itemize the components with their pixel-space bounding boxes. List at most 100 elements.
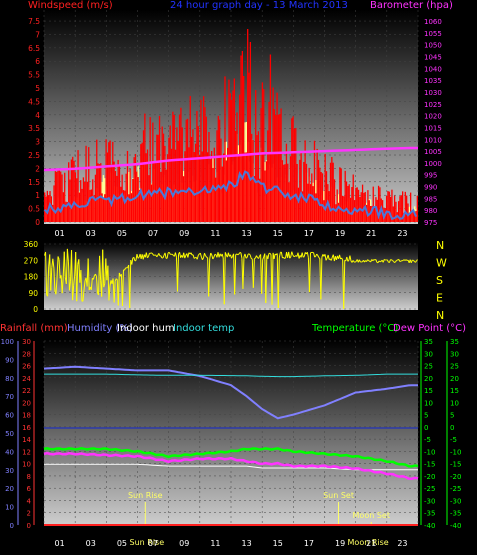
barometer-tick-label: 980 <box>424 207 437 215</box>
windspeed-tick-label: 5.5 <box>28 71 40 80</box>
direction-segment <box>368 260 370 262</box>
direction-segment <box>416 259 418 262</box>
direction-segment <box>330 257 333 261</box>
direction-segment <box>349 255 352 262</box>
windspeed-tick-label: 7.5 <box>28 17 40 26</box>
hour-label: 03 <box>86 229 96 238</box>
direction-segment <box>396 259 398 261</box>
barometer-axis-ticks: 975 980 985 990 995 1000 1005 1010 1015 1020 1025 1… <box>424 18 442 227</box>
temperature-tick-label: -20 <box>424 473 435 481</box>
hour-label: 11 <box>210 229 220 238</box>
hour-label: 23 <box>397 229 407 238</box>
direction-segment <box>92 275 95 280</box>
direction-segment <box>383 259 386 261</box>
direction-segment <box>67 261 70 291</box>
humidity-tick-label: 10 <box>5 504 14 512</box>
direction-segment <box>190 252 193 256</box>
barometer-tick-label: 1030 <box>424 89 442 97</box>
direction-segment <box>102 249 105 288</box>
direction-segment <box>223 252 226 305</box>
direction-segment <box>52 258 55 269</box>
direction-segment <box>288 251 291 259</box>
direction-segment <box>124 267 127 271</box>
humidity-tick-label: 80 <box>5 375 14 383</box>
dewpoint-tick-label: -5 <box>450 436 457 444</box>
direction-segment <box>47 266 50 297</box>
legend-dewpoint: Dew Point (°C) <box>393 323 466 334</box>
direction-segment <box>318 257 321 259</box>
direction-tick-label: 270 <box>24 256 39 265</box>
hour-label: 15 <box>273 229 283 238</box>
event-label: Sun Set <box>323 491 354 500</box>
direction-segment <box>57 256 60 260</box>
direction-segment <box>391 259 393 261</box>
dewpoint-tick-label: 25 <box>450 363 459 371</box>
hour-label: 01 <box>54 229 64 238</box>
temperature-tick-label: 15 <box>424 387 433 395</box>
direction-segment <box>240 252 243 259</box>
direction-segment <box>121 269 124 307</box>
direction-segment <box>395 260 398 262</box>
direction-segment <box>65 248 68 284</box>
direction-segment <box>306 252 309 258</box>
hour-label: 19 <box>335 539 345 548</box>
temperature-tick-label: 20 <box>424 375 433 383</box>
barometer-tick-label: 1020 <box>424 113 442 121</box>
direction-segment <box>258 255 261 259</box>
direction-segment <box>291 251 294 256</box>
direction-segment <box>73 276 76 286</box>
direction-segment <box>316 253 319 256</box>
humidity-tick-label: 70 <box>5 393 14 401</box>
direction-segment <box>314 255 316 258</box>
direction-segment <box>294 255 297 257</box>
direction-segment <box>400 260 403 262</box>
direction-segment <box>164 252 167 259</box>
direction-segment <box>412 260 415 262</box>
moonrise-bottom-label: Moon Rise <box>348 538 389 547</box>
temperature-tick-label: -30 <box>424 497 435 505</box>
direction-segment <box>80 270 83 302</box>
direction-segment <box>273 253 276 260</box>
direction-segment <box>245 257 248 259</box>
direction-segment <box>103 283 106 288</box>
hour-label: 05 <box>117 229 127 238</box>
wind-hour-ticks: 01 03 05 07 09 11 13 15 17 19 21 23 <box>54 229 407 238</box>
dewpoint-tick-label: 35 <box>450 338 459 346</box>
direction-segment <box>277 257 280 309</box>
direction-segment <box>197 253 200 256</box>
direction-segment <box>145 252 148 258</box>
direction-segment <box>405 259 408 261</box>
direction-segment <box>278 252 281 259</box>
direction-segment <box>199 253 202 258</box>
direction-segment <box>76 264 79 302</box>
direction-segment <box>231 256 233 259</box>
rain-tick-label: 6 <box>27 485 32 493</box>
direction-segment <box>221 253 224 259</box>
direction-segment <box>90 278 93 291</box>
dewpoint-tick-label: -30 <box>450 497 461 505</box>
barometer-tick-label: 1055 <box>424 30 442 38</box>
direction-segment <box>303 252 306 257</box>
windspeed-tick-label: 4.5 <box>28 97 40 106</box>
barometer-tick-label: 1005 <box>424 148 442 156</box>
direction-segment <box>150 252 152 254</box>
direction-segment <box>250 258 253 260</box>
rain-tick-label: 16 <box>22 424 31 432</box>
direction-axis-ticks: 0 90 180 270 360 <box>24 240 39 314</box>
windspeed-tick-label: 0 <box>35 218 40 227</box>
dewpoint-tick-label: 5 <box>450 412 454 420</box>
hour-label: 05 <box>117 539 127 548</box>
temperature-tick-label: 5 <box>424 412 428 420</box>
windspeed-tick-label: 3 <box>35 138 40 147</box>
direction-segment <box>378 260 381 263</box>
indoor-temp-line <box>44 373 418 378</box>
direction-segment <box>224 252 227 256</box>
rain-tick-label: 18 <box>22 412 31 420</box>
barometer-tick-label: 1035 <box>424 77 442 85</box>
direction-segment <box>168 252 171 255</box>
rain-tick-label: 20 <box>22 399 31 407</box>
temperature-tick-label: 10 <box>424 399 433 407</box>
windspeed-tick-label: 6 <box>35 57 40 66</box>
direction-segment <box>166 252 169 259</box>
direction-segment <box>283 257 285 259</box>
